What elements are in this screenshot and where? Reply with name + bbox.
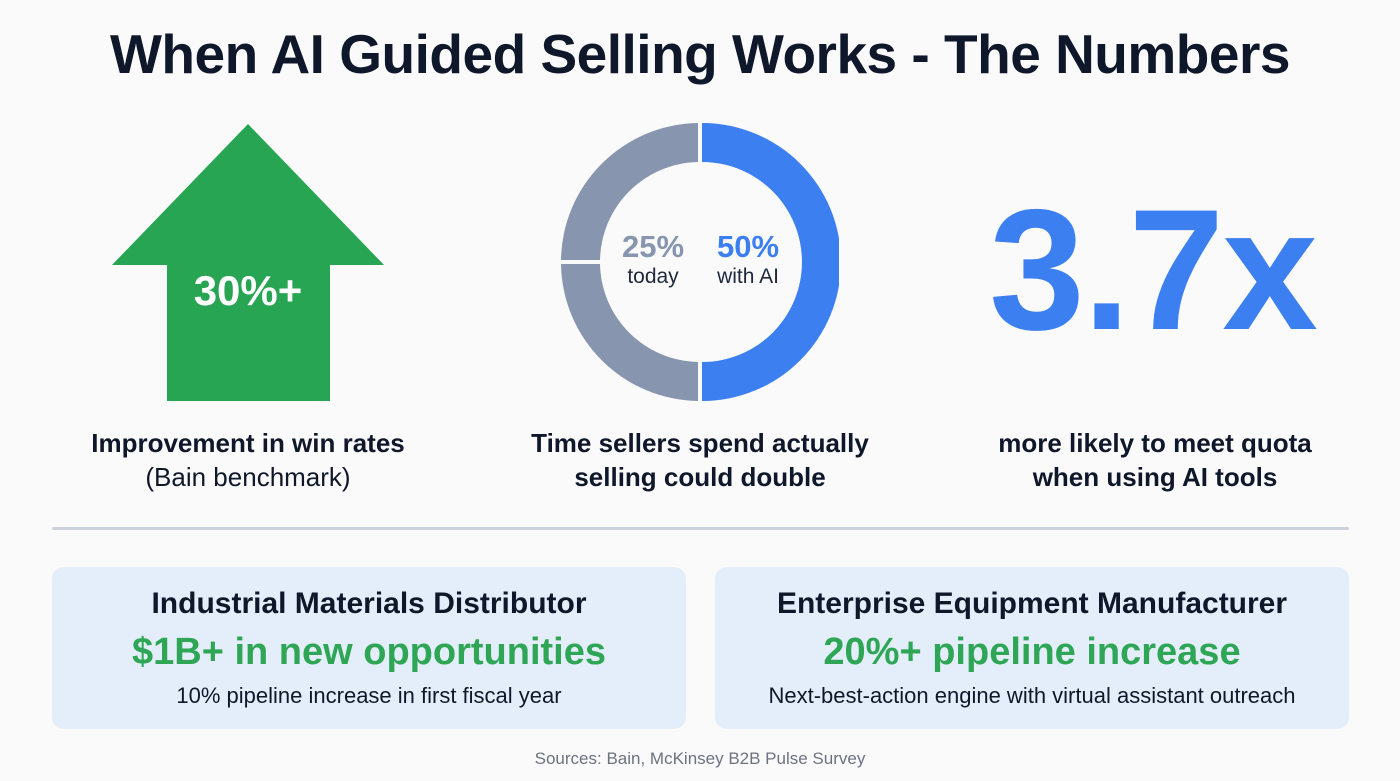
win-rate-caption-source: (Bain benchmark) — [145, 462, 351, 492]
case-metric: $1B+ in new opportunities — [132, 631, 606, 673]
selling-time-caption: Time sellers spend actually selling coul… — [480, 426, 920, 494]
win-rate-stat: 30%+ — [112, 124, 384, 401]
quota-caption: more likely to meet quota when using AI … — [950, 426, 1360, 494]
case-title: Enterprise Equipment Manufacturer — [776, 587, 1288, 620]
win-rate-value: 30%+ — [193, 267, 303, 314]
selling-time-caption-line2: selling could double — [574, 462, 826, 492]
donut-chart-icon — [561, 123, 839, 401]
case-description: Next-best-action engine with virtual ass… — [768, 683, 1296, 708]
case-title: Industrial Materials Distributor — [151, 587, 587, 620]
case-description: 10% pipeline increase in first fiscal ye… — [176, 683, 562, 708]
case-metric: 20%+ pipeline increase — [823, 631, 1241, 673]
with-ai-pct: 50% — [716, 229, 780, 264]
today-text: today — [627, 265, 679, 288]
case-card-enterprise: Enterprise Equipment Manufacturer 20%+ p… — [715, 567, 1349, 729]
quota-caption-line1: more likely to meet quota — [998, 428, 1312, 458]
today-label: 25% today — [613, 230, 693, 290]
sources-footnote: Sources: Bain, McKinsey B2B Pulse Survey — [534, 749, 866, 768]
selling-time-caption-line1: Time sellers spend actually — [531, 428, 869, 458]
section-divider — [52, 527, 1349, 530]
case-card-industrial: Industrial Materials Distributor $1B+ in… — [52, 567, 686, 729]
with-ai-text: with AI — [717, 265, 779, 288]
win-rate-caption-title: Improvement in win rates — [91, 428, 405, 458]
up-arrow-icon — [112, 124, 384, 401]
today-pct: 25% — [621, 229, 685, 264]
quota-caption-line2: when using AI tools — [1032, 462, 1278, 492]
with-ai-label: 50% with AI — [704, 230, 792, 290]
win-rate-caption: Improvement in win rates (Bain benchmark… — [48, 426, 448, 494]
quota-multiplier: 3.7x — [989, 174, 1318, 366]
page-title: When AI Guided Selling Works - The Numbe… — [110, 23, 1290, 85]
selling-time-donut: 25% today 50% with AI — [561, 123, 839, 401]
